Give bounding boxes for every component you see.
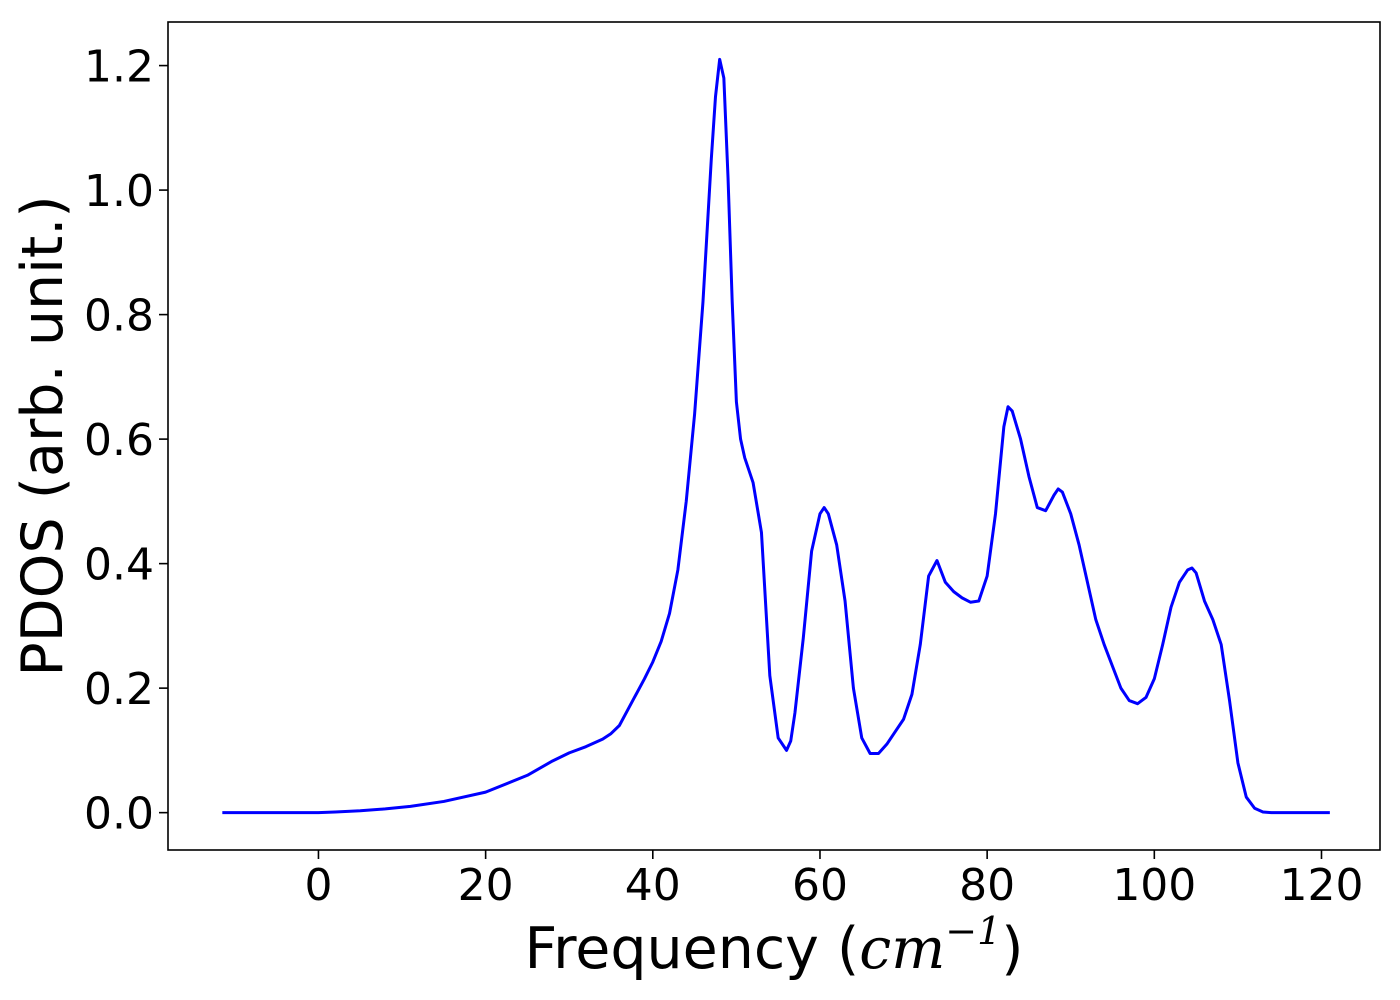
y-tick-label: 0.4 (84, 540, 154, 591)
y-axis-label: PDOS (arb. unit.) (10, 195, 76, 676)
y-tick-label: 0.6 (84, 415, 154, 466)
x-tick-label: 100 (1112, 860, 1196, 911)
x-tick-label: 20 (458, 860, 514, 911)
x-tick-label: 60 (792, 860, 848, 911)
y-tick-label: 1.0 (84, 166, 154, 217)
x-axis-label-unit: cm (859, 916, 945, 982)
x-tick-label: 80 (959, 860, 1015, 911)
y-axis: 0.0 0.2 0.4 0.6 0.8 1.0 1.2 (84, 42, 168, 840)
y-tick-label: 0.0 (84, 789, 154, 840)
x-axis-label-exponent: −1 (945, 909, 1001, 953)
y-tick-label: 1.2 (84, 42, 154, 93)
x-axis: 0 20 40 60 80 100 120 (304, 850, 1363, 911)
x-tick-label: 0 (304, 860, 332, 911)
x-axis-label-prefix: Frequency ( (524, 916, 859, 982)
plot-frame (167, 21, 1381, 851)
pdos-series-line-0 (222, 57, 1330, 815)
x-axis-label-suffix: ) (1001, 916, 1023, 982)
x-tick-label: 120 (1279, 860, 1363, 911)
y-tick-label: 0.8 (84, 291, 154, 342)
x-axis-label: Frequency (cm−1) (524, 909, 1023, 982)
series-layer (222, 57, 1330, 815)
y-tick-label: 0.2 (84, 664, 154, 715)
plot-area (168, 22, 1380, 850)
x-tick-label: 40 (625, 860, 681, 911)
